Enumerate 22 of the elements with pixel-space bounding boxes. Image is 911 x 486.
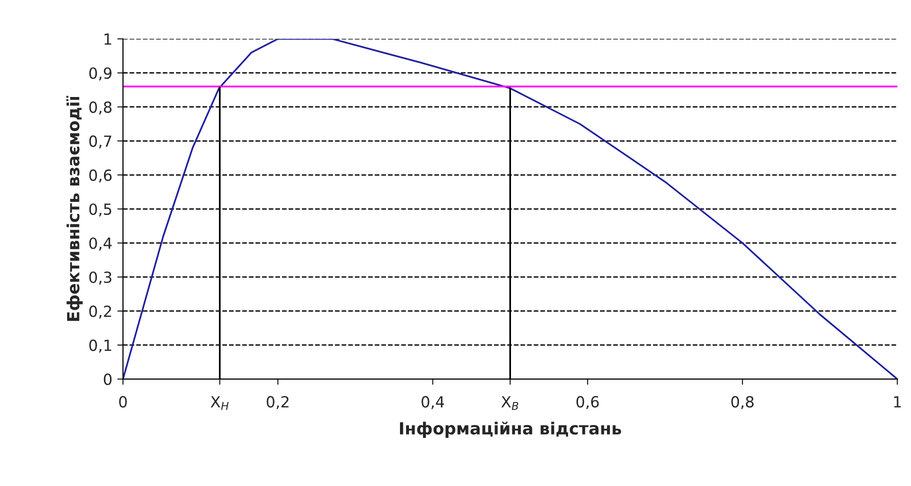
y-tick-label: 0: [104, 374, 112, 386]
y-tick-label: 0,9: [89, 67, 112, 80]
x-axis-title: Інформаційна відстань: [400, 422, 622, 438]
y-tick-label: 1: [104, 34, 112, 45]
y-tick-label: 0,7: [89, 135, 112, 149]
y-tick-label: 0,6: [89, 169, 112, 183]
x-tick-label: 0: [119, 396, 127, 408]
y-tick-label: 0,1: [89, 340, 112, 353]
y-tick-label: 0,2: [89, 306, 112, 319]
y-tick-label: 0,3: [89, 271, 112, 285]
y-tick-label: 0,8: [89, 101, 112, 114]
x-tick-label: 0,8: [731, 396, 754, 410]
x-tick-label: 0,4: [422, 396, 444, 410]
x-tick-label: Х$_{Н}$: [210, 396, 229, 410]
x-tick-label: 1: [894, 396, 901, 408]
y-tick-label: 0,4: [89, 237, 112, 251]
x-tick-label: 0,2: [266, 396, 288, 410]
y-tick-label: 0,5: [89, 203, 112, 217]
x-tick-label: 0,6: [576, 396, 599, 410]
y-axis-title: Ефективність взаємодії: [66, 96, 83, 321]
x-tick-label: Х$_{В}$: [501, 396, 518, 410]
line-series: [122, 38, 898, 380]
